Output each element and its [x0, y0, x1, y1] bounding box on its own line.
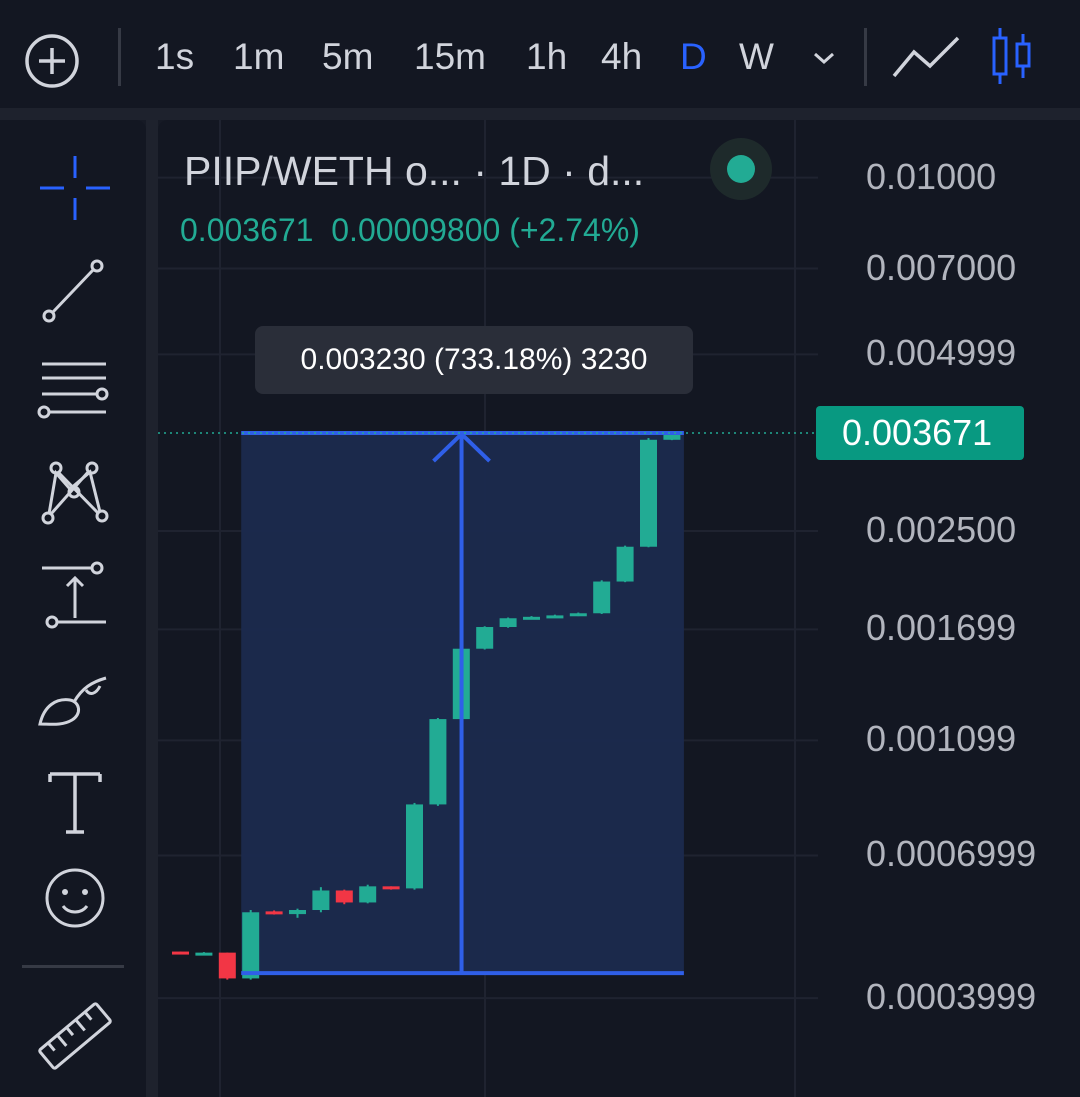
candle-body	[616, 546, 634, 582]
candle-body	[312, 890, 330, 911]
timeframe-1m[interactable]: 1m	[233, 36, 285, 77]
pattern-tool[interactable]	[30, 454, 120, 534]
emoji-tool[interactable]	[30, 858, 120, 938]
candle-body	[172, 951, 189, 955]
legend-change-pct: (+2.74%)	[509, 212, 640, 248]
plus-circle-icon	[25, 34, 79, 88]
chart-pane[interactable]: PIIP/WETH o... · 1D · d... 0.003671 0.00…	[158, 120, 1080, 1097]
trend-line-icon	[42, 259, 104, 323]
candle-body	[359, 886, 377, 903]
candlestick-chart-button[interactable]	[988, 24, 1038, 88]
timeframe-more-button[interactable]	[806, 40, 842, 76]
emoji-icon	[45, 868, 105, 928]
timeframe-d[interactable]: D	[680, 36, 707, 77]
drawing-tools-sidebar	[0, 120, 146, 1097]
price-axis-label: 0.0002499	[840, 1096, 1080, 1097]
chart-canvas[interactable]	[158, 120, 1080, 1097]
line-chart-icon	[892, 36, 960, 78]
timeframe-1h[interactable]: 1h	[526, 36, 568, 77]
line-chart-button[interactable]	[890, 30, 962, 86]
candle-body	[406, 804, 423, 889]
chevron-down-icon	[814, 52, 834, 65]
candle-body	[335, 890, 353, 903]
timeframe-w[interactable]: W	[739, 36, 774, 77]
crosshair-icon	[40, 156, 110, 220]
price-axis-label: 0.002500	[866, 508, 1017, 550]
ruler-icon	[38, 1002, 112, 1070]
candle-body	[523, 616, 540, 620]
candle-body	[195, 952, 213, 956]
candle-body	[218, 952, 236, 979]
candle-body	[382, 886, 400, 890]
candle-body	[265, 911, 283, 915]
horizontal-lines-tool[interactable]	[30, 352, 120, 432]
price-axis-label: 0.0003999	[866, 976, 1037, 1018]
status-dot-icon	[727, 155, 755, 183]
candle-body	[663, 433, 681, 440]
candle-body	[499, 618, 517, 628]
candle-body	[429, 719, 447, 805]
measure-tooltip: 0.003230 (733.18%) 3230	[255, 326, 693, 394]
panel-gutter	[146, 120, 158, 1097]
current-price-badge: 0.003671	[816, 406, 1024, 461]
price-axis-label: 0.004999	[866, 332, 1017, 374]
price-axis-label: 0.0006999	[866, 833, 1037, 875]
legend-values: 0.003671 0.00009800 (+2.74%)	[180, 212, 640, 249]
measure-icon	[42, 561, 106, 629]
toolbar-separator	[0, 108, 1080, 120]
add-symbol-button[interactable]	[22, 31, 82, 91]
candle-body	[546, 615, 564, 619]
candle-body	[569, 613, 587, 617]
candle-body	[593, 581, 611, 614]
price-axis-label: 0.001099	[866, 718, 1017, 760]
trend-line-tool[interactable]	[30, 250, 120, 330]
candlestick-icon	[992, 28, 1031, 84]
top-toolbar: 1s 1m 5m 15m 1h 4h D W	[0, 0, 1080, 108]
pattern-icon	[41, 461, 109, 525]
brush-tool[interactable]	[30, 660, 120, 740]
candle-body	[640, 439, 657, 547]
candle-body	[476, 627, 494, 649]
symbol-legend-title[interactable]: PIIP/WETH o... · 1D · d...	[184, 148, 645, 194]
text-icon	[48, 772, 102, 834]
price-axis-label: 0.001699	[866, 607, 1017, 649]
timeframe-1s[interactable]: 1s	[155, 36, 195, 77]
measure-arrow-head	[432, 431, 491, 463]
sidebar-divider	[22, 965, 124, 968]
toolbar-divider	[118, 28, 121, 86]
timeframe-4h[interactable]: 4h	[601, 36, 643, 77]
legend-change: 0.00009800	[331, 212, 501, 248]
price-axis-label: 0.01000	[866, 155, 997, 197]
ruler-tool[interactable]	[30, 996, 120, 1076]
legend-close: 0.003671	[180, 212, 314, 248]
timeframe-5m[interactable]: 5m	[322, 36, 374, 77]
text-tool[interactable]	[30, 762, 120, 842]
crosshair-tool[interactable]	[30, 148, 120, 228]
measure-tool[interactable]	[30, 558, 120, 638]
candle-body	[242, 912, 260, 979]
horizontal-lines-icon	[37, 362, 109, 419]
candle-body	[289, 910, 306, 915]
timeframe-15m[interactable]: 15m	[414, 36, 486, 77]
brush-icon	[38, 676, 107, 726]
market-status-indicator[interactable]	[710, 138, 772, 200]
toolbar-divider	[864, 28, 867, 86]
price-axis-label: 0.007000	[866, 246, 1017, 288]
